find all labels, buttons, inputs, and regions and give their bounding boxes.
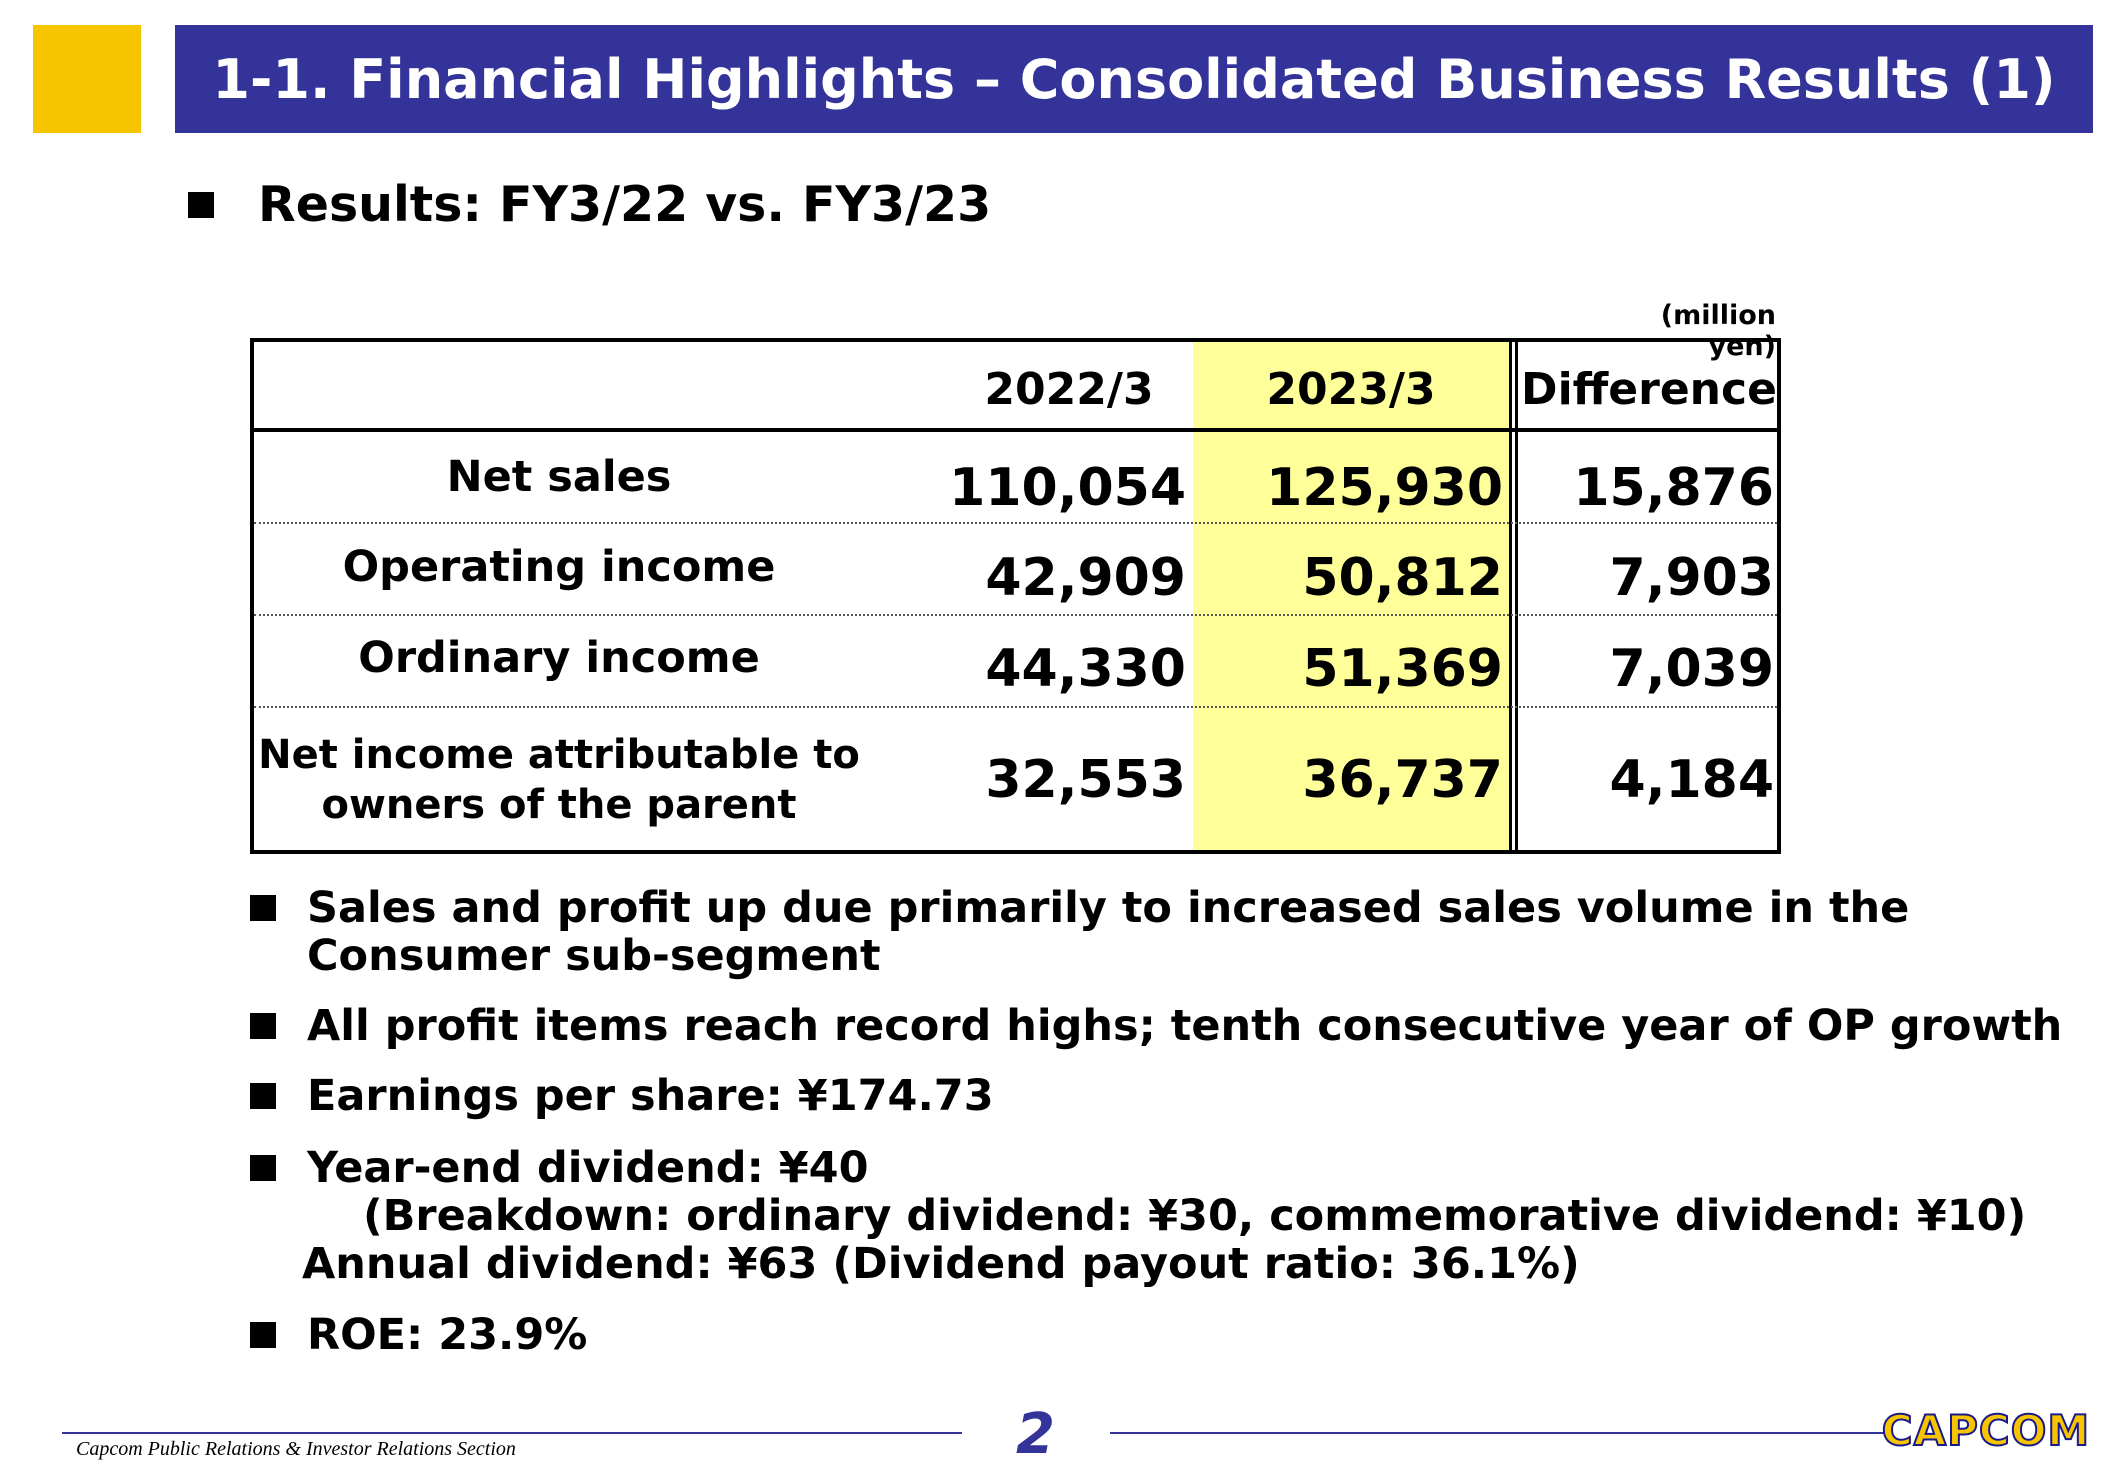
note-roe: ROE: 23.9%: [307, 1310, 588, 1360]
page-title-bar: 1-1. Financial Highlights – Consolidated…: [175, 25, 2093, 133]
cell-value: 15,876: [1573, 458, 1774, 518]
note-line: Consumer sub-segment: [307, 931, 881, 981]
bullet-icon: [250, 1083, 276, 1109]
row-label-line: Net income attributable to: [258, 732, 860, 778]
cell-value: 44,330: [985, 639, 1186, 699]
cell-value: 36,737: [1302, 750, 1503, 810]
cell-value: 51,369: [1302, 639, 1503, 699]
cell-value: 7,039: [1609, 639, 1774, 699]
row-divider: [254, 706, 1777, 708]
bullet-icon: [250, 1155, 276, 1181]
note-record-highs: All profit items reach record highs; ten…: [307, 1001, 2063, 1051]
cell-value: 125,930: [1266, 458, 1503, 518]
capcom-logo: CAPCOM: [1881, 1405, 2091, 1456]
cell-value: 7,903: [1609, 548, 1774, 608]
bullet-icon: [250, 895, 276, 921]
note-line: Annual dividend: ¥63 (Dividend payout ra…: [302, 1239, 1580, 1289]
unit-label: (million yen): [1660, 300, 1776, 362]
footer-divider: [62, 1432, 962, 1434]
cell-value: 50,812: [1302, 548, 1503, 608]
cell-value: 110,054: [949, 458, 1186, 518]
bullet-icon: [250, 1013, 276, 1039]
row-divider: [254, 614, 1777, 616]
row-label-ordinary-income: Ordinary income: [358, 633, 760, 683]
column-divider: [1515, 342, 1518, 850]
accent-square: [33, 25, 141, 133]
column-header-2023: 2023/3: [1266, 363, 1436, 415]
column-divider: [1509, 342, 1512, 850]
note-line: Year-end dividend: ¥40: [307, 1143, 869, 1193]
note-sales-profit: Sales and profit up due primarily to inc…: [307, 884, 1909, 980]
footer-text: Capcom Public Relations & Investor Relat…: [76, 1438, 516, 1460]
header-divider: [254, 428, 1777, 432]
row-label-line: owners of the parent: [321, 782, 797, 828]
page-title: 1-1. Financial Highlights – Consolidated…: [212, 47, 2056, 111]
note-eps: Earnings per share: ¥174.73: [307, 1071, 994, 1121]
bullet-icon: [250, 1322, 276, 1348]
note-line: Sales and profit up due primarily to inc…: [307, 883, 1910, 933]
results-table: 2022/3 2023/3 Difference Net sales 110,0…: [250, 338, 1781, 854]
row-label-net-sales: Net sales: [446, 452, 672, 502]
note-dividend: Year-end dividend: ¥40 (Breakdown: ordin…: [302, 1143, 2027, 1288]
cell-value: 4,184: [1609, 750, 1774, 810]
column-header-2022: 2022/3: [984, 363, 1154, 415]
bullet-icon: [188, 192, 214, 218]
row-divider: [254, 522, 1777, 524]
cell-value: 42,909: [985, 548, 1186, 608]
row-label-operating-income: Operating income: [342, 542, 776, 592]
cell-value: 32,553: [985, 750, 1186, 810]
highlight-column: [1193, 342, 1509, 850]
page-number: 2: [1016, 1402, 1055, 1467]
section-subtitle: Results: FY3/22 vs. FY3/23: [258, 176, 992, 233]
note-line: (Breakdown: ordinary dividend: ¥30, comm…: [363, 1191, 2027, 1241]
row-label-net-income: Net income attributable to owners of the…: [254, 730, 864, 830]
column-header-difference: Difference: [1521, 363, 1777, 415]
footer-divider: [1110, 1432, 1892, 1434]
